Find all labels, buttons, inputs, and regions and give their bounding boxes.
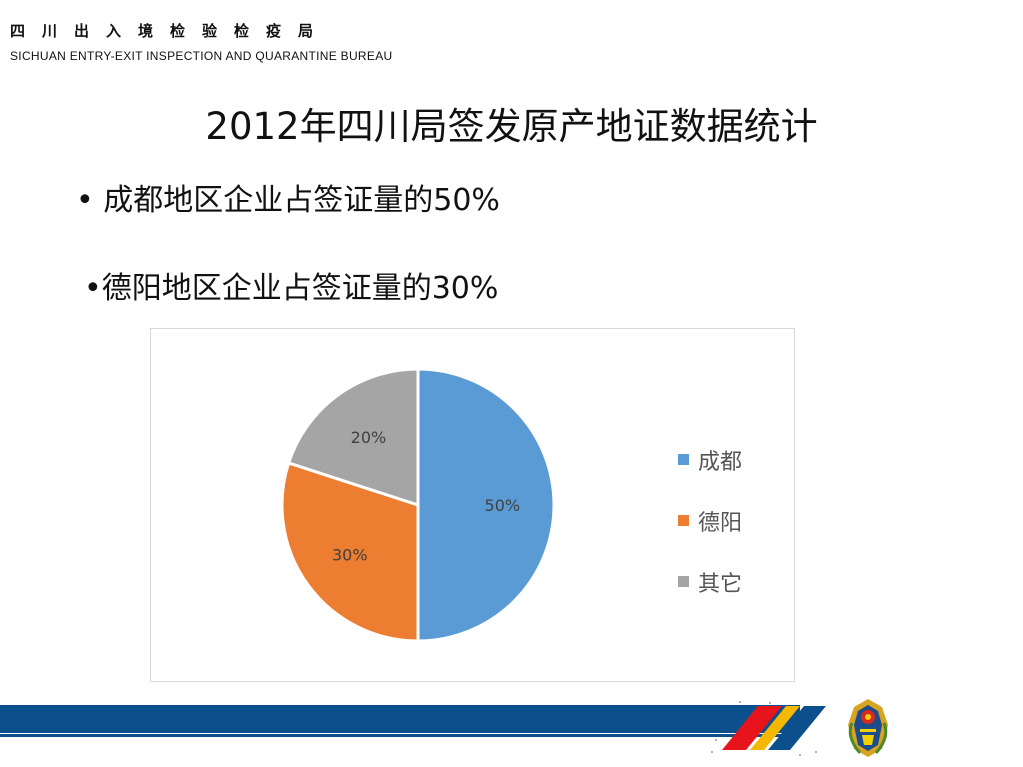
pie-data-label-2: 30% xyxy=(332,546,368,565)
legend-swatch-1 xyxy=(678,454,689,465)
slide-title: 2012年四川局签发原产地证数据统计 xyxy=(205,105,818,148)
footer-band xyxy=(0,705,800,733)
legend-label-2: 德阳 xyxy=(698,511,742,536)
legend-swatch-2 xyxy=(678,515,689,526)
pie-slice-1 xyxy=(416,367,556,643)
footer-line xyxy=(0,734,800,737)
org-name-chinese: 四川出入境检验检疫局 xyxy=(10,22,331,40)
legend-label-1: 成都 xyxy=(698,450,742,475)
org-name-english: SICHUAN ENTRY-EXIT INSPECTION AND QUARAN… xyxy=(10,49,393,63)
pie-data-label-3: 20% xyxy=(351,428,387,447)
legend-label-3: 其它 xyxy=(698,572,742,597)
footer-stripes-decoration xyxy=(711,701,826,756)
bullet-deyang: •德阳地区企业占签证量的30% xyxy=(84,271,499,306)
pie-slice-2 xyxy=(280,461,420,643)
customs-emblem-icon xyxy=(848,699,888,757)
bullet-chengdu: • 成都地区企业占签证量的50% xyxy=(76,183,500,218)
pie-data-label-1: 50% xyxy=(485,496,521,515)
legend-swatch-3 xyxy=(678,576,689,587)
pie-slice-3 xyxy=(286,367,420,508)
pie-chart-frame: 50% 30% 20% 成都德阳其它 xyxy=(150,328,795,682)
